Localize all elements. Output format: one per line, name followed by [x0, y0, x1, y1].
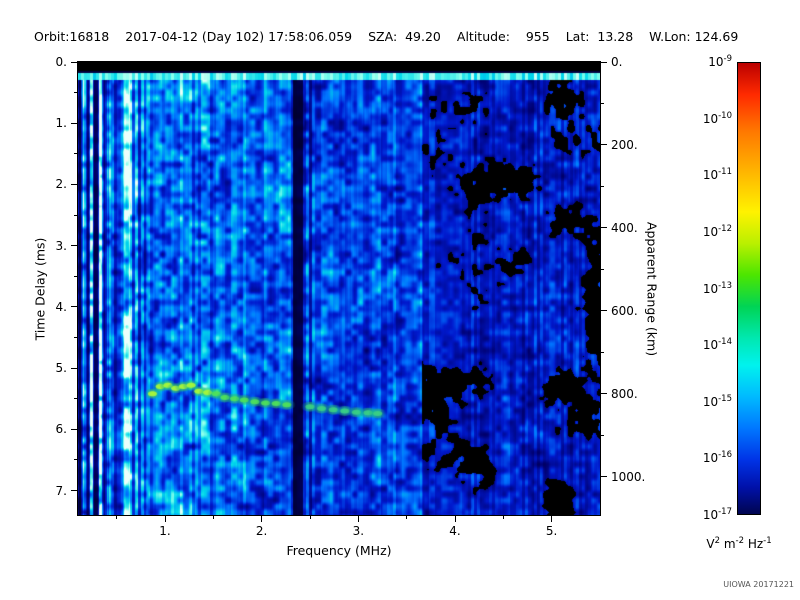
x-minor-tick	[212, 516, 214, 519]
colorbar-tick-label: 10-15	[702, 393, 732, 409]
y-tick-label: 0.	[55, 55, 67, 69]
y2-tick-label: 800.	[611, 386, 638, 401]
y2-tick-label: 200.	[611, 137, 638, 152]
y-minor-tick	[74, 92, 77, 94]
y-minor-tick	[74, 459, 77, 461]
colorbar-unit-label: V2 m-2 Hz-1	[706, 536, 772, 551]
y-axis-label: Time Delay (ms)	[32, 237, 48, 341]
y2-tick-label: 600.	[611, 303, 638, 318]
y-minor-tick	[74, 398, 77, 400]
y-tick-label: 7.	[55, 483, 67, 498]
colorbar-tick-label: 10-12	[702, 223, 732, 239]
y-tick-label: 3.	[55, 238, 67, 253]
header-info: Orbit:16818 2017-04-12 (Day 102) 17:58:06…	[34, 29, 738, 44]
x-tick-label: 2.	[255, 524, 268, 538]
colorbar-tick-label: 10-14	[702, 337, 732, 353]
x-tick-label: 3.	[352, 524, 365, 538]
x-minor-tick	[116, 516, 118, 519]
y-tick	[71, 245, 77, 247]
header-field: SZA: 49.20	[368, 29, 441, 44]
x-tick-label: 5.	[545, 524, 558, 538]
y2-tick	[601, 393, 607, 395]
y2-tick-label: 1000.	[611, 469, 646, 484]
x-tick	[551, 516, 553, 522]
header-field: Lat: 13.28	[565, 29, 634, 44]
x-tick-label: 1.	[159, 524, 171, 538]
plot-frame	[77, 61, 601, 516]
y-tick	[71, 122, 77, 124]
y2-tick	[601, 61, 607, 63]
y2-minor-tick	[601, 351, 604, 353]
y-tick	[71, 306, 77, 308]
y-tick-label: 4.	[55, 299, 67, 314]
y-tick-label: 6.	[55, 422, 67, 437]
colorbar-tick-label: 10-17	[702, 507, 732, 522]
x-minor-tick	[406, 516, 408, 519]
y-tick-label: 5.	[55, 361, 67, 376]
x-tick-label: 4.	[449, 524, 461, 538]
y2-tick	[601, 227, 607, 229]
y-tick	[71, 367, 77, 369]
y-minor-tick	[74, 153, 77, 155]
y-tick	[71, 61, 77, 63]
y2-tick	[601, 310, 607, 312]
header-field: Altitude: 955	[456, 29, 550, 44]
y-tick	[71, 183, 77, 185]
y-minor-tick	[74, 275, 77, 277]
spectrogram-canvas	[78, 62, 600, 515]
y-tick-label: 2.	[55, 177, 67, 192]
x-minor-tick	[502, 516, 504, 519]
colorbar-tick-label: 10-13	[702, 280, 732, 296]
x-axis-label: Frequency (MHz)	[286, 543, 392, 558]
colorbar-tick-label: 10-11	[702, 167, 732, 183]
y2-tick-label: 0.	[611, 55, 623, 69]
header-field: W.Lon: 124.69	[649, 29, 739, 44]
y-tick	[71, 428, 77, 430]
colorbar-tick-label: 10-10	[702, 110, 732, 126]
colorbar-tick-label: 10-16	[702, 450, 732, 466]
y2-minor-tick	[601, 434, 604, 436]
header-field: Orbit:16818	[34, 29, 110, 44]
colorbar	[737, 62, 761, 515]
x-tick	[261, 516, 263, 522]
y2-tick-label: 400.	[611, 220, 638, 235]
y2-tick	[601, 144, 607, 146]
y2-minor-tick	[601, 268, 604, 270]
y-minor-tick	[74, 214, 77, 216]
y2-minor-tick	[601, 102, 604, 104]
y-tick	[71, 490, 77, 491]
x-minor-tick	[309, 516, 311, 519]
y2-tick	[601, 476, 607, 478]
colorbar-tick-label: 10-9	[708, 54, 732, 69]
y2-minor-tick	[601, 185, 604, 187]
x-tick	[357, 516, 359, 522]
y-minor-tick	[74, 336, 77, 338]
header-field: 2017-04-12 (Day 102) 17:58:06.059	[125, 29, 353, 44]
y-tick-label: 1.	[55, 116, 67, 131]
credit-text: UIOWA 20171221	[723, 580, 794, 589]
x-tick	[454, 516, 456, 522]
x-tick	[164, 516, 166, 522]
y2-axis-label: Apparent Range (km)	[644, 221, 660, 357]
